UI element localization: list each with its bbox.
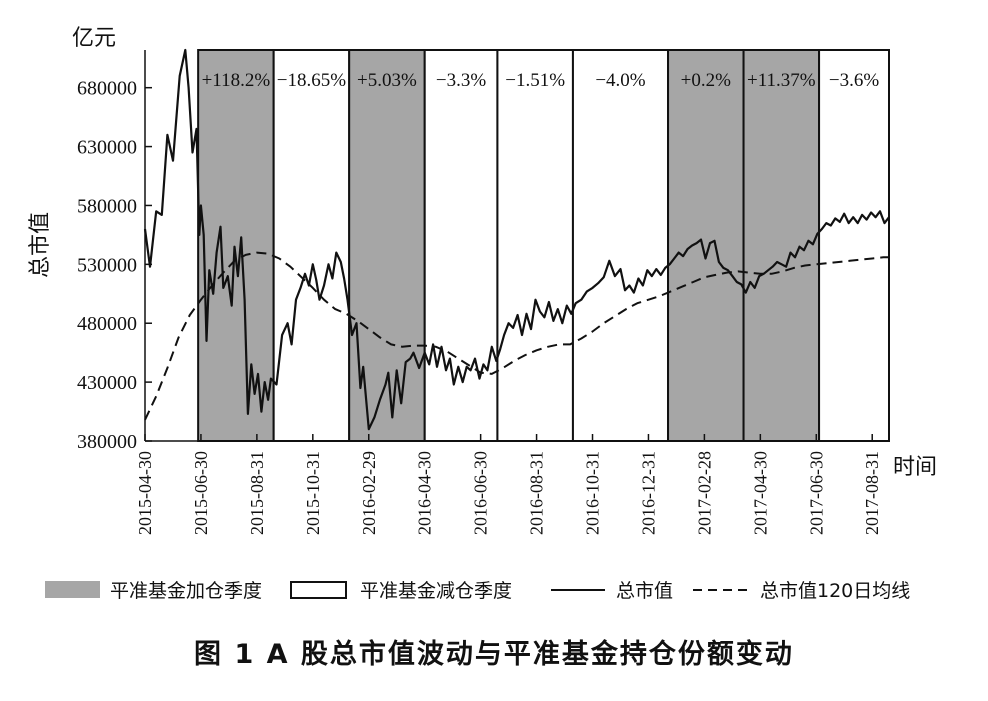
series-line-2 — [144, 251, 889, 421]
legend-increase-swatch — [45, 581, 100, 598]
x-tick-label: 2016-02-29 — [359, 451, 379, 535]
quarter-band-6 — [571, 49, 670, 442]
legend-increase-label: 平准基金加仓季度 — [110, 580, 262, 602]
series-line-1 — [143, 48, 890, 431]
x-tick-label: 2017-02-28 — [694, 451, 714, 535]
axes — [144, 50, 889, 442]
x-tick-label: 2015-08-31 — [247, 451, 267, 535]
figure-caption: 图 1 A 股总市值波动与平准基金持仓份额变动 — [194, 639, 794, 670]
x-tick-label: 2016-04-30 — [415, 451, 435, 535]
legend-decrease-label: 平准基金减仓季度 — [360, 580, 512, 602]
quarter-band-1 — [197, 49, 275, 442]
y-tick-label: 430000 — [77, 372, 137, 394]
series-lines — [143, 48, 890, 431]
quarter-label-3: +5.03% — [357, 70, 417, 91]
x-tick-label: 2017-06-30 — [806, 451, 826, 535]
legend-decrease-swatch — [290, 581, 347, 599]
legend-dashed-label: 总市值120日均线 — [760, 580, 910, 602]
quarter-label-9: −3.6% — [829, 70, 879, 91]
y-tick-label: 580000 — [77, 195, 137, 217]
quarter-label-5: −1.51% — [505, 70, 565, 91]
x-tick-label: 2016-12-31 — [638, 451, 658, 535]
x-tick-label: 2015-06-30 — [191, 451, 211, 535]
y-tick-label: 680000 — [77, 78, 137, 100]
y-tick-label: 480000 — [77, 313, 137, 335]
x-ticks: 2015-04-30 2015-06-30 2015-08-31 2015-10-31… — [135, 434, 882, 535]
x-tick-label: 2015-04-30 — [135, 451, 155, 535]
y-unit-label: 亿元 — [72, 26, 116, 51]
quarter-band-8 — [742, 49, 821, 442]
quarter-label-4: −3.3% — [436, 70, 486, 91]
quarter-label-2: −18.65% — [277, 70, 346, 91]
y-axis-title: 总市值 — [28, 212, 53, 278]
quarter-band-7 — [667, 49, 745, 442]
y-ticks: 380000 430000 480000 530000 580000 630000 6800… — [77, 78, 152, 453]
quarter-bands — [197, 49, 891, 442]
y-tick-label: 630000 — [77, 137, 137, 159]
x-tick-label: 2016-10-31 — [583, 451, 603, 535]
quarter-band-2 — [272, 49, 351, 442]
legend-solid-label: 总市值 — [616, 580, 673, 602]
quarter-label-8: +11.37% — [747, 70, 816, 91]
y-tick-label: 530000 — [77, 254, 137, 276]
x-axis-title: 时间 — [893, 455, 937, 480]
quarter-label-7: +0.2% — [681, 70, 731, 91]
quarter-annotations: +118.2% −18.65% +5.03% −3.3% −1.51% −4.0% +0.2… — [202, 70, 880, 91]
x-tick-label: 2016-08-31 — [527, 451, 547, 535]
quarter-label-6: −4.0% — [595, 70, 645, 91]
quarter-band-9 — [818, 49, 891, 442]
x-tick-label: 2016-06-30 — [471, 451, 491, 535]
x-tick-label: 2017-08-31 — [862, 451, 882, 535]
legend: 平准基金加仓季度 平准基金减仓季度 总市值 总市值120日均线 — [45, 580, 910, 602]
quarter-band-4 — [423, 49, 499, 442]
quarter-band-5 — [496, 49, 574, 442]
y-tick-label: 380000 — [77, 431, 137, 453]
x-tick-label: 2017-04-30 — [750, 451, 770, 535]
x-tick-label: 2015-10-31 — [303, 451, 323, 535]
quarter-label-1: +118.2% — [202, 70, 271, 91]
